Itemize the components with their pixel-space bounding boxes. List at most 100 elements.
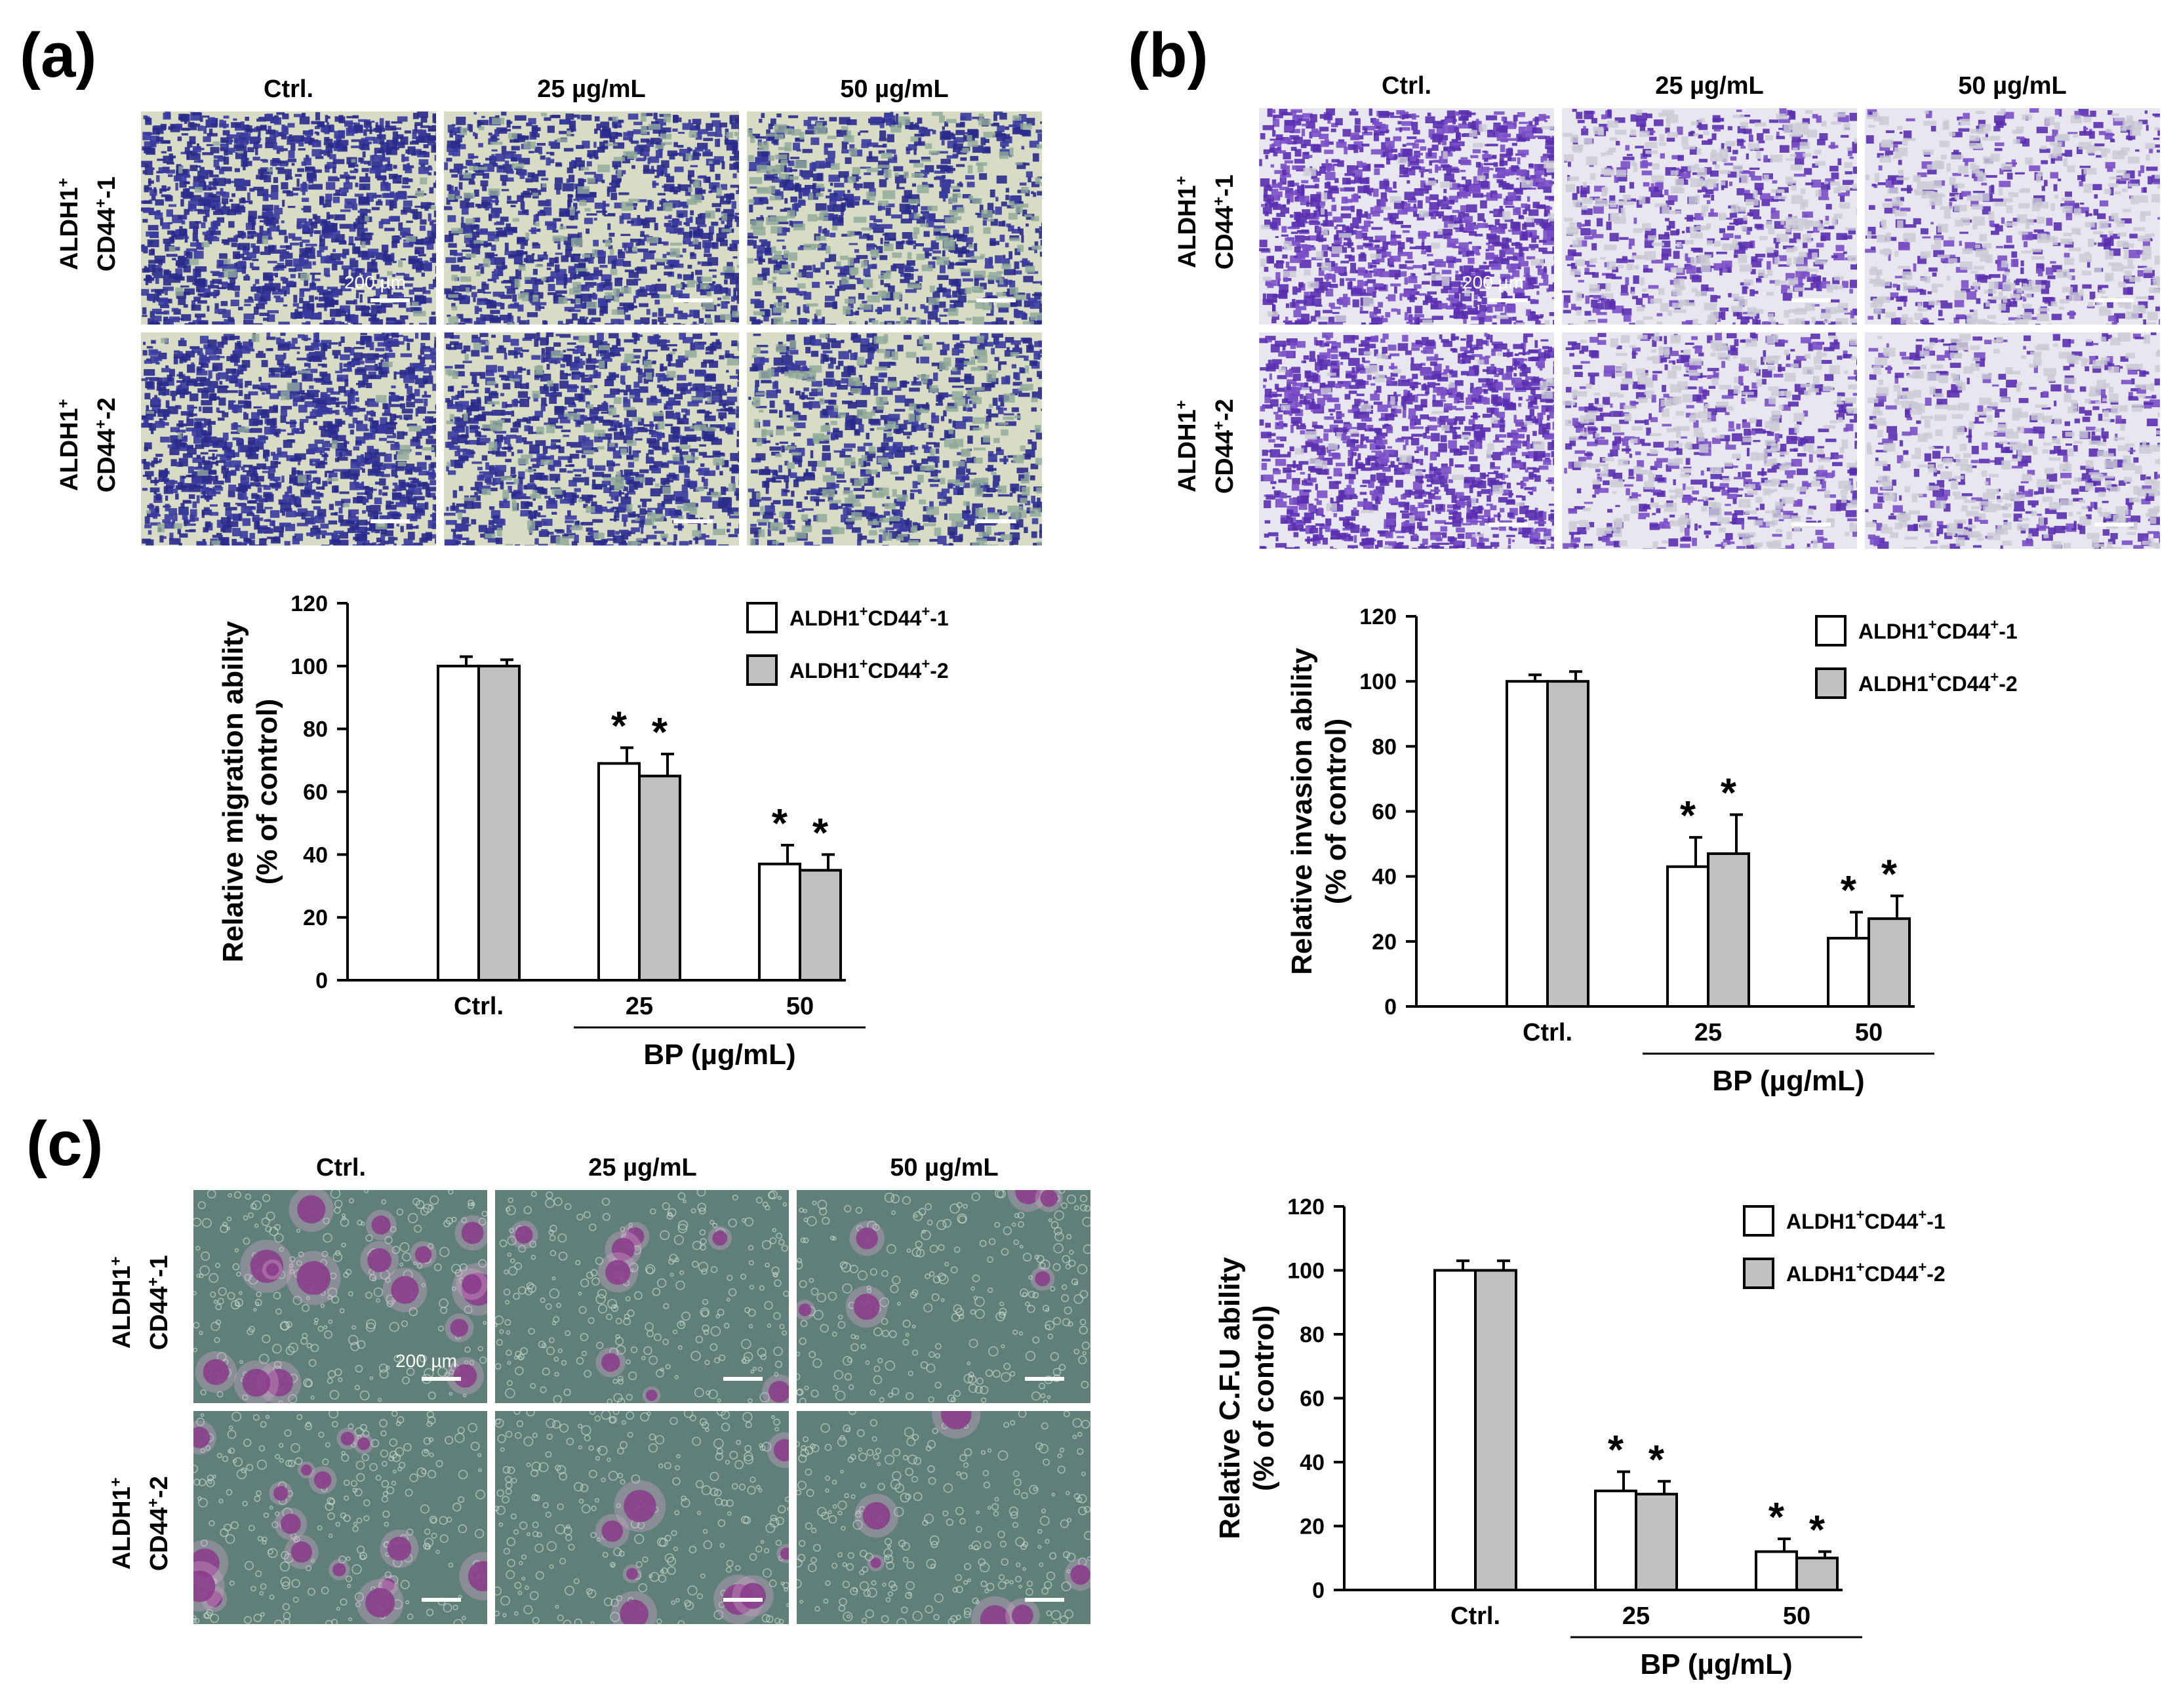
micrograph-texture [1865,332,2160,549]
y-tick-label: 20 [1300,1515,1325,1539]
scale-bar [422,1598,461,1602]
legend-label: ALDH1+CD44+-1 [1786,1206,1946,1233]
micrograph-image [1562,332,1857,549]
panel-a-label: (a) [20,20,97,90]
scale-bar [976,519,1016,523]
label-part: CD44 [92,428,121,492]
row-label: ALDH1+ CD44+-1 [100,1191,174,1414]
x-tick-label: 50 [1855,1019,1883,1046]
row-label: ALDH1+ CD44+-2 [100,1412,174,1635]
chart-svg: 0 20 40 60 80 100 120 Relative C.F.U ability (% … [1214,1195,1946,1680]
micrograph-image [444,111,739,325]
y-tick-label: 0 [1384,995,1397,1020]
bar [1433,1269,1477,1591]
scale-bar [370,298,410,302]
legend-swatch [1743,1258,1774,1289]
significance-marker: * [812,810,829,856]
micrograph-texture [193,1190,487,1403]
panel-c-label: (c) [26,1109,104,1179]
superscript-plus: + [107,1477,125,1486]
x-axis-label: BP (µg/mL) [643,1039,795,1071]
x-tick-label: 50 [786,993,814,1020]
bar [1707,852,1750,1008]
x-axis-label: BP (µg/mL) [1640,1648,1792,1680]
significance-marker: * [1809,1508,1826,1553]
bar [1827,936,1870,1008]
significance-marker: * [1841,868,1857,913]
y-axis-label: (% of control) [1320,719,1352,905]
micrograph-image [747,111,1042,325]
label-part: CD44 [1210,205,1239,270]
superscript-plus: + [1172,400,1191,410]
scale-bar [1791,298,1831,302]
bar [1666,865,1709,1008]
bar [1474,1269,1517,1591]
legend-label: ALDH1+CD44+-2 [789,656,949,683]
bar [1594,1489,1637,1591]
superscript-plus: + [107,1256,125,1265]
legend-swatch [746,602,778,633]
micrograph-image [193,1411,487,1624]
scale-bar [2094,298,2134,302]
significance-marker: * [1680,793,1696,839]
superscript-plus: + [54,177,73,187]
micrograph-image [141,332,436,546]
y-tick-label: 100 [1287,1259,1325,1284]
bar [1506,680,1549,1008]
scale-bar-label: 200 µm [395,1351,457,1371]
label-part: CD44 [145,1507,173,1571]
y-tick-label: 0 [315,968,328,993]
micrograph-texture [141,332,436,546]
label-part: -2 [1210,399,1239,421]
scale-bar-label: 200 µm [1462,272,1524,292]
micrograph-texture [444,111,739,325]
chart-svg: 0 20 40 60 80 100 120 Relative invasion ability… [1286,605,2018,1097]
column-label: Ctrl. [316,1154,366,1182]
significance-marker: * [1768,1495,1785,1540]
y-axis-label: (% of control) [251,699,283,885]
scale-bar [370,519,410,523]
y-axis-label: Relative C.F.U ability [1214,1257,1246,1539]
bar-chart-invasion: 0 20 40 60 80 100 120 Relative invasion ability… [1266,590,2118,1115]
y-tick-label: 60 [303,780,328,805]
scale-bar [673,519,713,523]
micrograph-image [444,332,739,546]
bar [799,869,842,982]
label-part: -1 [92,176,121,199]
micrograph-image: 200 µm [1259,108,1554,325]
column-label: Ctrl. [264,75,313,103]
micrograph-texture [797,1190,1090,1403]
micrograph-image [747,332,1042,546]
y-tick-label: 80 [1372,734,1397,759]
micrograph-image: 200 µm [193,1190,487,1403]
micrograph-texture [193,1411,487,1624]
micrograph-texture [495,1411,789,1624]
y-tick-label: 20 [303,905,328,930]
micrograph-texture [1865,108,2160,325]
superscript-plus: + [1172,176,1191,186]
scale-bar [976,298,1016,302]
y-tick-label: 80 [303,717,328,742]
column-label: 25 µg/mL [537,75,646,103]
label-part: ALDH1 [56,407,83,491]
scale-bar [2094,523,2134,526]
micrograph-image [1865,108,2160,325]
legend-label: ALDH1+CD44+-2 [1858,669,2018,696]
x-tick-label: Ctrl. [1523,1019,1572,1046]
bar [437,664,480,982]
micrograph-image [495,1411,789,1624]
scale-bar [1488,523,1528,526]
superscript-plus: + [144,1498,162,1507]
column-label: 50 µg/mL [840,75,949,103]
micrograph-image [495,1190,789,1403]
label-part: ALDH1 [56,186,83,270]
bar [758,862,801,982]
y-tick-label: 120 [1287,1195,1325,1220]
scale-bar [1791,523,1831,526]
x-axis-label: BP (µg/mL) [1712,1065,1864,1097]
x-tick-label: Ctrl. [454,993,504,1020]
scale-bar [1025,1598,1064,1602]
label-part: ALDH1 [1174,185,1201,269]
bar [1755,1550,1798,1591]
significance-marker: * [772,801,788,846]
